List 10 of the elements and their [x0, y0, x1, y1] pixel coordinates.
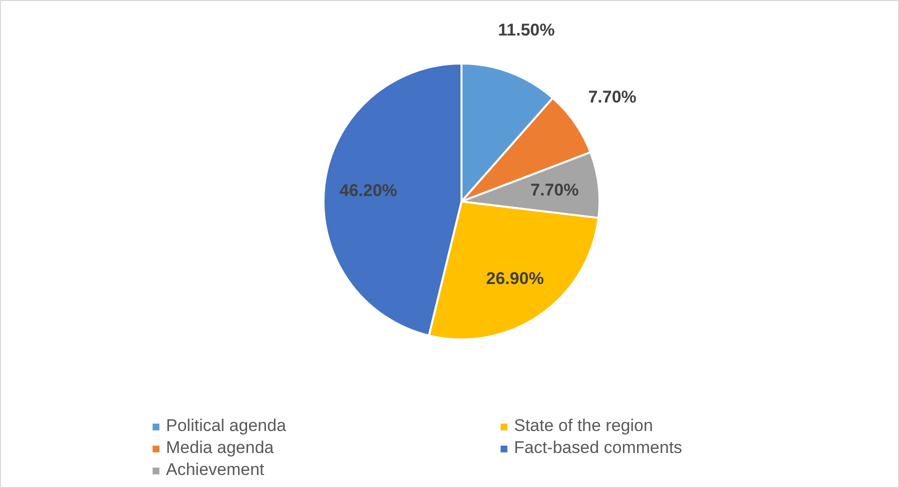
data-label: 26.90% [486, 269, 544, 288]
legend-label: Achievement [166, 460, 266, 480]
data-label: 11.50% [498, 20, 555, 40]
legend-label: State of the region [514, 416, 654, 436]
data-label: 7.70% [530, 180, 579, 200]
legend-label: Political agenda [166, 416, 288, 436]
legend-label: Fact-based comments [514, 438, 684, 458]
data-label: 46.20% [340, 180, 398, 200]
data-label: 7.70% [588, 87, 636, 106]
legend-label: Media agenda [166, 438, 275, 458]
